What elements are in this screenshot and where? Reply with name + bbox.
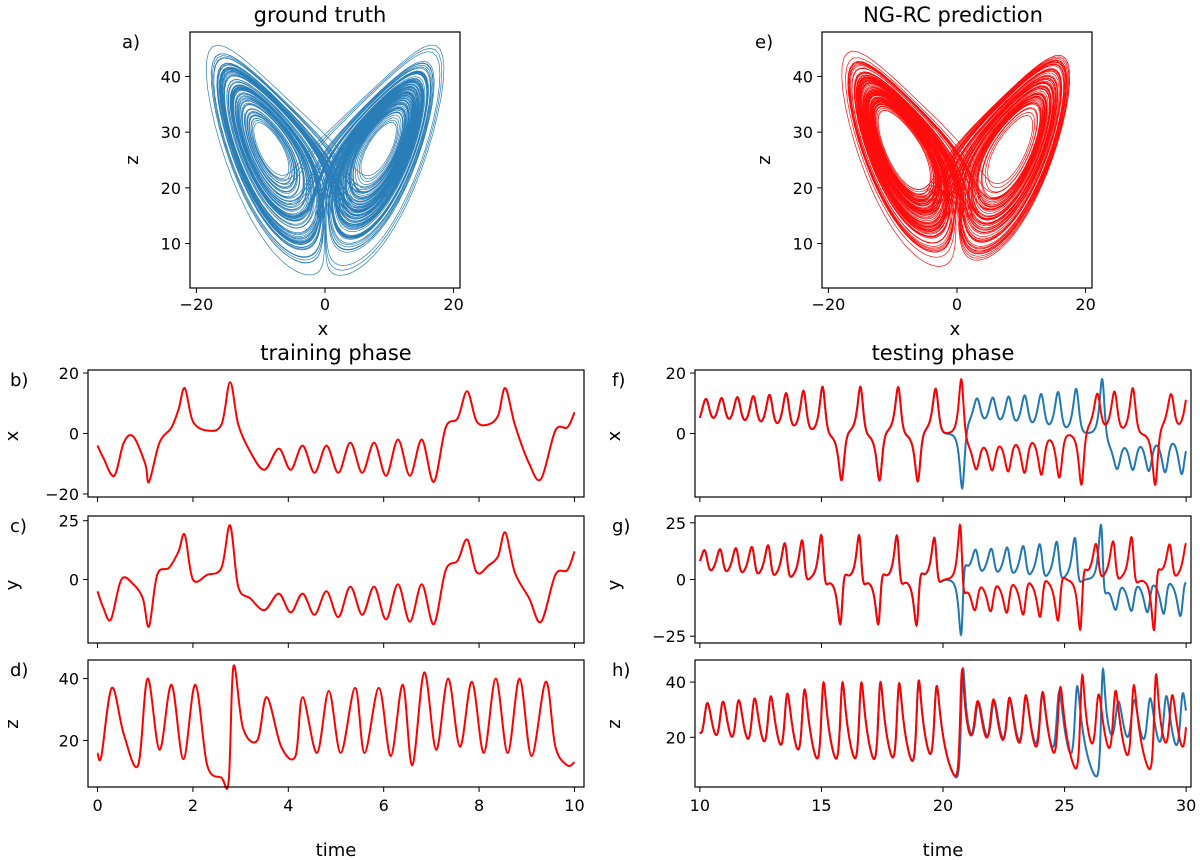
panel-b-series-prediction (96, 381, 576, 484)
panel-h-xlabel: time (923, 840, 964, 860)
panel-h-plot (699, 666, 1187, 779)
panel-h: 20 40 10 15 20 25 30 (666, 659, 1196, 815)
panel-f: 0 20 (666, 364, 1192, 502)
panel-f-plot (698, 377, 1187, 491)
y-tick-label: 20 (793, 179, 813, 198)
y-tick-label: 40 (666, 673, 686, 692)
x-tick-label: 4 (283, 796, 293, 815)
panel-h-ylabel: z (604, 719, 625, 728)
panel-g-series-prediction (698, 522, 1187, 632)
y-tick-label: 20 (666, 728, 686, 747)
panel-b-frame (87, 369, 585, 498)
panel-c-label: c) (10, 516, 27, 537)
panel-d-frame (87, 659, 585, 788)
panel-f-frame (694, 369, 1192, 498)
panel-a-ylabel: z (122, 155, 143, 164)
panel-a-ticks: −20 0 20 10 20 30 40 (161, 68, 464, 314)
panel-a-title: ground truth (254, 3, 387, 27)
x-tick-label: 0 (320, 295, 330, 314)
panel-g: −25 0 25 (652, 514, 1192, 648)
y-tick-label: 0 (69, 571, 79, 590)
y-tick-label: −25 (652, 627, 686, 646)
y-tick-label: 10 (793, 234, 813, 253)
panel-g-plot (698, 522, 1187, 637)
x-tick-label: 10 (690, 796, 710, 815)
panel-f-label: f) (612, 370, 625, 391)
panel-a: ground truth a) −20 0 20 10 20 30 40 x z (122, 3, 464, 340)
panel-d: 20 40 0 2 4 6 8 10 (59, 659, 585, 815)
y-tick-label: 20 (59, 364, 79, 383)
x-tick-label: 30 (1176, 796, 1196, 815)
x-tick-label: 2 (188, 796, 198, 815)
y-tick-label: 30 (793, 123, 813, 142)
panel-f-series-prediction (698, 377, 1187, 486)
y-tick-label: 0 (69, 425, 79, 444)
x-tick-label: 0 (92, 796, 102, 815)
panel-b-label: b) (10, 370, 28, 391)
x-tick-label: 20 (443, 295, 463, 314)
panel-d-ylabel: z (2, 719, 23, 728)
y-tick-label: 0 (676, 425, 686, 444)
x-tick-label: 0 (952, 295, 962, 314)
x-tick-label: 15 (811, 796, 831, 815)
panel-d-plot (96, 664, 576, 790)
panel-e-trajectory (841, 50, 1071, 267)
panel-e-curve (841, 50, 1071, 267)
panel-e-ticks: −20 0 20 10 20 30 40 (793, 68, 1096, 314)
y-tick-label: 40 (59, 670, 79, 689)
panel-c-plot (96, 524, 576, 628)
y-tick-label: 25 (59, 512, 79, 531)
panel-h-frame (694, 659, 1192, 788)
y-tick-label: 25 (666, 514, 686, 533)
panel-c-ylabel: y (2, 579, 23, 590)
y-tick-label: 20 (666, 364, 686, 383)
panel-d-xlabel: time (316, 840, 357, 860)
panel-b-plot (96, 381, 576, 484)
panel-e: NG-RC prediction e) −20 0 20 10 20 30 40 x z (754, 3, 1096, 340)
panel-a-xlabel: x (318, 319, 329, 340)
panel-a-label: a) (122, 32, 140, 53)
y-tick-label: 40 (161, 68, 181, 87)
x-tick-label: 10 (564, 796, 584, 815)
panel-e-title: NG-RC prediction (863, 3, 1043, 27)
y-tick-label: 20 (59, 732, 79, 751)
panel-f-title: testing phase (872, 341, 1015, 365)
y-tick-label: 20 (161, 179, 181, 198)
panel-b-title: training phase (260, 341, 411, 365)
x-tick-label: 25 (1054, 796, 1074, 815)
x-tick-label: 20 (1075, 295, 1095, 314)
panel-b: −20 0 20 (45, 364, 585, 504)
panel-h-series-prediction (699, 666, 1187, 777)
panel-c-series-prediction (96, 524, 576, 628)
panel-c-frame (87, 515, 585, 644)
panel-e-xlabel: x (950, 319, 961, 340)
panel-h-label: h) (612, 660, 630, 681)
y-tick-label: −20 (45, 485, 79, 504)
panel-a-curve (205, 44, 445, 276)
x-tick-label: 6 (379, 796, 389, 815)
y-tick-label: 30 (161, 123, 181, 142)
panel-b-ylabel: x (2, 430, 23, 441)
panel-d-series-prediction (96, 664, 576, 790)
y-tick-label: 10 (161, 234, 181, 253)
panel-g-label: g) (612, 516, 630, 537)
panel-d-label: d) (10, 660, 28, 681)
panel-g-ylabel: y (604, 579, 625, 590)
panel-f-ylabel: x (604, 430, 625, 441)
x-tick-label: 8 (474, 796, 484, 815)
x-tick-label: −20 (812, 295, 846, 314)
y-tick-label: 40 (793, 68, 813, 87)
x-tick-label: 20 (933, 796, 953, 815)
panel-e-ylabel: z (754, 155, 775, 164)
panel-e-label: e) (755, 32, 773, 53)
y-tick-label: 0 (676, 571, 686, 590)
panel-c: 0 25 (59, 512, 585, 648)
x-tick-label: −20 (180, 295, 214, 314)
panel-a-trajectory (205, 44, 445, 276)
